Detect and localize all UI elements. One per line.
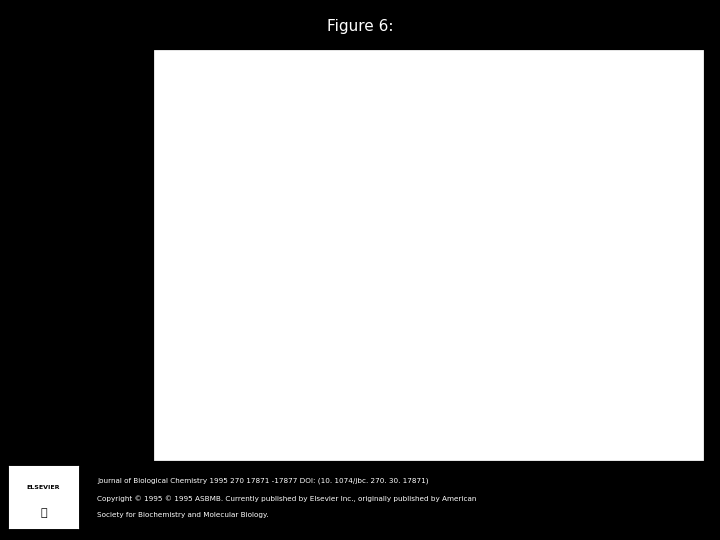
Text: Figure 6:: Figure 6: <box>327 19 393 34</box>
Text: Society for Biochemistry and Molecular Biology.: Society for Biochemistry and Molecular B… <box>97 512 269 518</box>
Y-axis label: Plasmin (% maximum): Plasmin (% maximum) <box>158 157 176 345</box>
Text: Journal of Biological Chemistry 1995 270 17871 -17877 DOI: (10. 1074/jbc. 270. 3: Journal of Biological Chemistry 1995 270… <box>97 478 428 484</box>
Text: ELSEVIER: ELSEVIER <box>27 485 60 490</box>
X-axis label: Time (minutes): Time (minutes) <box>383 448 510 467</box>
Text: 🌳: 🌳 <box>40 508 47 518</box>
Text: Copyright © 1995 © 1995 ASBMB. Currently published by Elsevier Inc., originally : Copyright © 1995 © 1995 ASBMB. Currently… <box>97 496 477 502</box>
